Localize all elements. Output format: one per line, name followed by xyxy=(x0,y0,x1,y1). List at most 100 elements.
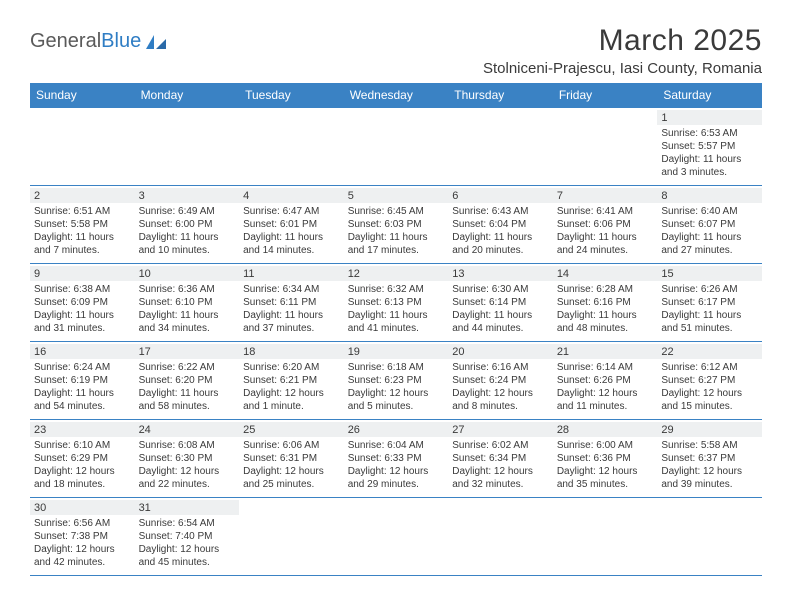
day-cell-inner: 11Sunrise: 6:34 AMSunset: 6:11 PMDayligh… xyxy=(239,264,344,337)
day-cell-inner: 9Sunrise: 6:38 AMSunset: 6:09 PMDaylight… xyxy=(30,264,135,337)
month-title: March 2025 xyxy=(483,24,762,58)
day1-text: Daylight: 12 hours xyxy=(557,387,654,400)
day-cell-inner: 15Sunrise: 6:26 AMSunset: 6:17 PMDayligh… xyxy=(657,264,762,337)
sunset-text: Sunset: 6:20 PM xyxy=(139,374,236,387)
day-cell: 22Sunrise: 6:12 AMSunset: 6:27 PMDayligh… xyxy=(657,342,762,420)
day1-text: Daylight: 11 hours xyxy=(557,309,654,322)
day-cell: 17Sunrise: 6:22 AMSunset: 6:20 PMDayligh… xyxy=(135,342,240,420)
calendar-table: SundayMondayTuesdayWednesdayThursdayFrid… xyxy=(30,83,762,576)
empty-cell xyxy=(344,498,449,576)
day-cell-inner: 29Sunrise: 5:58 AMSunset: 6:37 PMDayligh… xyxy=(657,420,762,493)
sunset-text: Sunset: 6:09 PM xyxy=(34,296,131,309)
sunrise-text: Sunrise: 6:22 AM xyxy=(139,361,236,374)
day-cell-inner: 26Sunrise: 6:04 AMSunset: 6:33 PMDayligh… xyxy=(344,420,449,493)
sunset-text: Sunset: 6:26 PM xyxy=(557,374,654,387)
day-number: 2 xyxy=(30,188,135,203)
sunset-text: Sunset: 7:38 PM xyxy=(34,530,131,543)
day2-text: and 37 minutes. xyxy=(243,322,340,335)
day-cell-inner: 10Sunrise: 6:36 AMSunset: 6:10 PMDayligh… xyxy=(135,264,240,337)
day2-text: and 32 minutes. xyxy=(452,478,549,491)
day1-text: Daylight: 11 hours xyxy=(243,231,340,244)
sunrise-text: Sunrise: 6:24 AM xyxy=(34,361,131,374)
sunrise-text: Sunrise: 6:43 AM xyxy=(452,205,549,218)
week-row: 16Sunrise: 6:24 AMSunset: 6:19 PMDayligh… xyxy=(30,342,762,420)
day-header-tuesday: Tuesday xyxy=(239,83,344,108)
sunrise-text: Sunrise: 6:14 AM xyxy=(557,361,654,374)
sunset-text: Sunset: 6:07 PM xyxy=(661,218,758,231)
day1-text: Daylight: 12 hours xyxy=(139,543,236,556)
day-cell: 2Sunrise: 6:51 AMSunset: 5:58 PMDaylight… xyxy=(30,186,135,264)
sunrise-text: Sunrise: 6:20 AM xyxy=(243,361,340,374)
sunrise-text: Sunrise: 6:10 AM xyxy=(34,439,131,452)
day-number: 12 xyxy=(344,266,449,281)
sunset-text: Sunset: 6:14 PM xyxy=(452,296,549,309)
day1-text: Daylight: 12 hours xyxy=(34,543,131,556)
day-cell: 30Sunrise: 6:56 AMSunset: 7:38 PMDayligh… xyxy=(30,498,135,576)
sunset-text: Sunset: 6:03 PM xyxy=(348,218,445,231)
empty-cell xyxy=(448,498,553,576)
day-number: 8 xyxy=(657,188,762,203)
week-row: 30Sunrise: 6:56 AMSunset: 7:38 PMDayligh… xyxy=(30,498,762,576)
sunrise-text: Sunrise: 6:51 AM xyxy=(34,205,131,218)
day2-text: and 27 minutes. xyxy=(661,244,758,257)
day1-text: Daylight: 11 hours xyxy=(34,387,131,400)
sunrise-text: Sunrise: 6:26 AM xyxy=(661,283,758,296)
day-cell-inner: 5Sunrise: 6:45 AMSunset: 6:03 PMDaylight… xyxy=(344,186,449,259)
day-cell-inner: 12Sunrise: 6:32 AMSunset: 6:13 PMDayligh… xyxy=(344,264,449,337)
sunrise-text: Sunrise: 6:04 AM xyxy=(348,439,445,452)
empty-cell xyxy=(135,108,240,186)
sunrise-text: Sunrise: 6:28 AM xyxy=(557,283,654,296)
day-number: 24 xyxy=(135,422,240,437)
day-cell: 24Sunrise: 6:08 AMSunset: 6:30 PMDayligh… xyxy=(135,420,240,498)
day-header-sunday: Sunday xyxy=(30,83,135,108)
day-cell-inner: 16Sunrise: 6:24 AMSunset: 6:19 PMDayligh… xyxy=(30,342,135,415)
day1-text: Daylight: 11 hours xyxy=(139,309,236,322)
sunset-text: Sunset: 6:29 PM xyxy=(34,452,131,465)
empty-cell xyxy=(239,108,344,186)
day-cell: 10Sunrise: 6:36 AMSunset: 6:10 PMDayligh… xyxy=(135,264,240,342)
day-number: 15 xyxy=(657,266,762,281)
day-cell-inner: 19Sunrise: 6:18 AMSunset: 6:23 PMDayligh… xyxy=(344,342,449,415)
empty-cell xyxy=(553,108,658,186)
day1-text: Daylight: 11 hours xyxy=(661,153,758,166)
day-header-saturday: Saturday xyxy=(657,83,762,108)
day1-text: Daylight: 11 hours xyxy=(557,231,654,244)
day-cell: 28Sunrise: 6:00 AMSunset: 6:36 PMDayligh… xyxy=(553,420,658,498)
day-cell-inner: 4Sunrise: 6:47 AMSunset: 6:01 PMDaylight… xyxy=(239,186,344,259)
day1-text: Daylight: 11 hours xyxy=(348,231,445,244)
day2-text: and 10 minutes. xyxy=(139,244,236,257)
day1-text: Daylight: 11 hours xyxy=(348,309,445,322)
day1-text: Daylight: 11 hours xyxy=(661,231,758,244)
sunset-text: Sunset: 6:10 PM xyxy=(139,296,236,309)
day2-text: and 51 minutes. xyxy=(661,322,758,335)
day-cell-inner: 13Sunrise: 6:30 AMSunset: 6:14 PMDayligh… xyxy=(448,264,553,337)
day-cell: 20Sunrise: 6:16 AMSunset: 6:24 PMDayligh… xyxy=(448,342,553,420)
day1-text: Daylight: 12 hours xyxy=(139,465,236,478)
week-row: 9Sunrise: 6:38 AMSunset: 6:09 PMDaylight… xyxy=(30,264,762,342)
day2-text: and 5 minutes. xyxy=(348,400,445,413)
day-header-thursday: Thursday xyxy=(448,83,553,108)
day-cell-inner: 20Sunrise: 6:16 AMSunset: 6:24 PMDayligh… xyxy=(448,342,553,415)
day2-text: and 39 minutes. xyxy=(661,478,758,491)
day-cell-inner: 6Sunrise: 6:43 AMSunset: 6:04 PMDaylight… xyxy=(448,186,553,259)
day2-text: and 48 minutes. xyxy=(557,322,654,335)
day-number: 18 xyxy=(239,344,344,359)
day1-text: Daylight: 12 hours xyxy=(661,465,758,478)
day1-text: Daylight: 11 hours xyxy=(452,231,549,244)
sunset-text: Sunset: 5:58 PM xyxy=(34,218,131,231)
day-cell-inner: 23Sunrise: 6:10 AMSunset: 6:29 PMDayligh… xyxy=(30,420,135,493)
logo-text-general: General xyxy=(30,30,101,53)
sunset-text: Sunset: 6:31 PM xyxy=(243,452,340,465)
day-cell: 11Sunrise: 6:34 AMSunset: 6:11 PMDayligh… xyxy=(239,264,344,342)
day-number: 25 xyxy=(239,422,344,437)
day2-text: and 58 minutes. xyxy=(139,400,236,413)
day-cell: 21Sunrise: 6:14 AMSunset: 6:26 PMDayligh… xyxy=(553,342,658,420)
day2-text: and 24 minutes. xyxy=(557,244,654,257)
day2-text: and 20 minutes. xyxy=(452,244,549,257)
sunrise-text: Sunrise: 6:36 AM xyxy=(139,283,236,296)
sunset-text: Sunset: 6:16 PM xyxy=(557,296,654,309)
day2-text: and 29 minutes. xyxy=(348,478,445,491)
day-cell: 5Sunrise: 6:45 AMSunset: 6:03 PMDaylight… xyxy=(344,186,449,264)
day-cell: 27Sunrise: 6:02 AMSunset: 6:34 PMDayligh… xyxy=(448,420,553,498)
week-row: 2 Sunrise: 6:51 AMSunset: 5:58 PM Daylight… xyxy=(30,186,762,264)
